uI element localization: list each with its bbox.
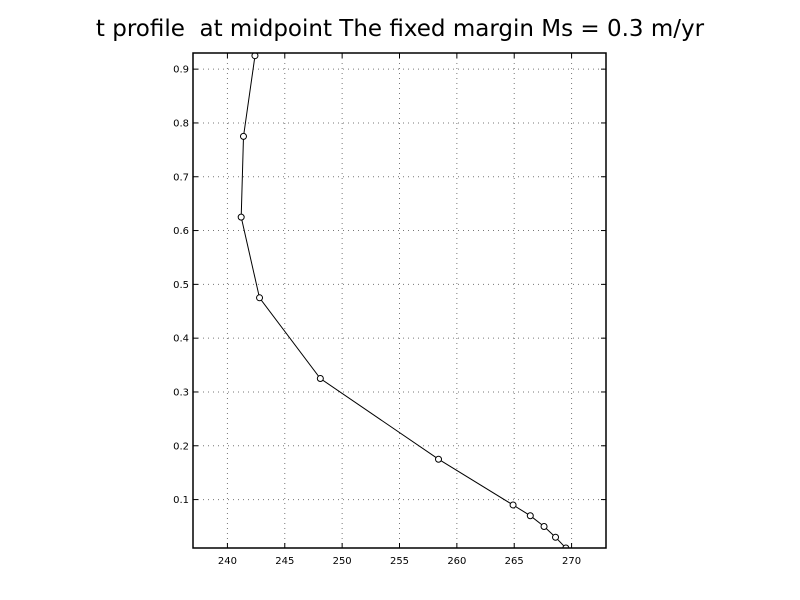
data-point: [509, 501, 517, 509]
chart-title: t profile at midpoint The fixed margin M…: [95, 16, 705, 42]
data-point: [435, 455, 443, 463]
data-point: [552, 533, 560, 541]
plot-frame: [192, 52, 607, 549]
x-tick-label: 270: [562, 556, 581, 567]
y-tick-label: 0.6: [173, 226, 189, 237]
data-point: [256, 294, 264, 302]
y-tick-label: 0.9: [173, 65, 189, 76]
data-point: [251, 53, 259, 60]
data-point: [239, 132, 247, 140]
y-tick-label: 0.5: [173, 280, 189, 291]
x-tick-label: 250: [333, 556, 352, 567]
data-point: [237, 213, 245, 221]
x-tick-label: 260: [447, 556, 466, 567]
data-point: [540, 522, 548, 530]
x-tick-label: 265: [505, 556, 524, 567]
y-tick-label: 0.7: [173, 172, 189, 183]
data-point: [526, 512, 534, 520]
y-tick-label: 0.2: [173, 441, 189, 452]
series-line: [240, 55, 567, 548]
y-tick-label: 0.8: [173, 118, 189, 129]
x-tick-label: 240: [218, 556, 237, 567]
x-tick-label: 255: [390, 556, 409, 567]
x-tick-label: 245: [275, 556, 294, 567]
y-tick-label: 0.3: [173, 387, 189, 398]
y-tick-label: 0.4: [173, 334, 189, 345]
data-point: [316, 375, 324, 383]
y-tick-label: 0.1: [173, 495, 189, 506]
